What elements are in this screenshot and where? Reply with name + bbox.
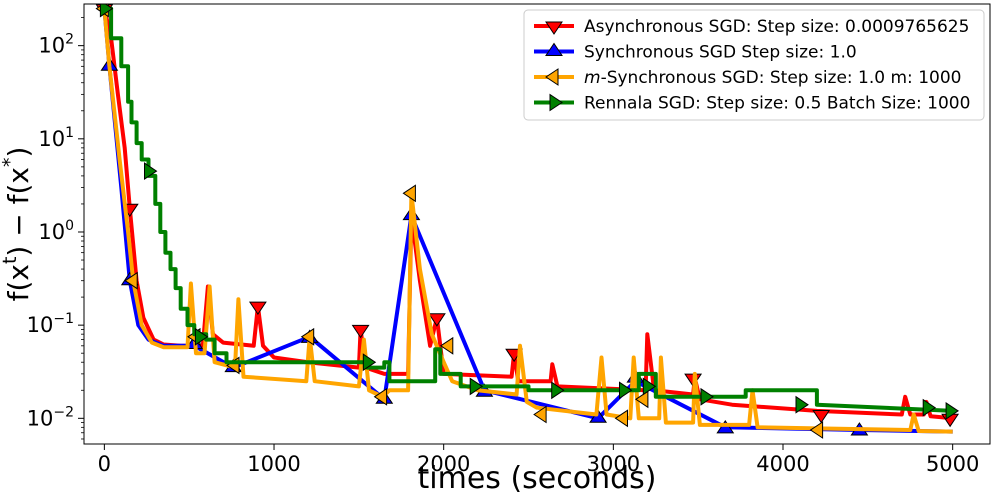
x-tick-label: 3000 bbox=[587, 452, 640, 476]
legend-swatch-marker bbox=[545, 42, 563, 56]
x-tick-label: 2000 bbox=[417, 452, 470, 476]
series-3-marker bbox=[533, 405, 547, 424]
series-1-marker bbox=[427, 313, 446, 327]
legend-label: Asynchronous SGD: Step size: 0.000976562… bbox=[584, 17, 969, 37]
y-tick-label: 102 bbox=[38, 32, 74, 58]
series-1-marker bbox=[351, 324, 370, 339]
legend-item: Synchronous SGD Step size: 1.0 bbox=[534, 43, 857, 63]
legend-item: m-Synchronous SGD: Step size: 1.0 m: 100… bbox=[534, 68, 961, 88]
y-axis-title: f(xt) − f(x*) bbox=[0, 147, 35, 302]
series-4-marker bbox=[362, 353, 377, 372]
legend-box bbox=[523, 9, 985, 121]
series-3 bbox=[95, 4, 953, 439]
series-3-marker bbox=[614, 409, 628, 428]
series-1-marker bbox=[248, 301, 267, 316]
legend-swatch-marker bbox=[545, 68, 559, 86]
x-tick-label: 4000 bbox=[756, 452, 809, 476]
series-4-marker bbox=[99, 4, 114, 18]
series-4-line bbox=[104, 6, 953, 413]
legend-label: Synchronous SGD Step size: 1.0 bbox=[584, 43, 857, 63]
series-3-marker bbox=[402, 184, 416, 203]
series-1-marker bbox=[812, 410, 831, 424]
series-4-marker bbox=[922, 398, 937, 417]
series-3-marker bbox=[439, 336, 454, 355]
axes-frame bbox=[83, 3, 991, 445]
x-tick-label: 5000 bbox=[926, 452, 979, 476]
series-4-marker bbox=[642, 377, 657, 396]
legend-label: m-Synchronous SGD: Step size: 1.0 m: 100… bbox=[584, 68, 961, 88]
series-4 bbox=[99, 4, 960, 420]
legend-label: Rennala SGD: Step size: 0.5 Batch Size: … bbox=[584, 94, 970, 114]
series-3-marker bbox=[373, 387, 388, 406]
y-tick-label: 101 bbox=[38, 125, 74, 151]
series-4-marker bbox=[700, 387, 714, 406]
series-3-marker bbox=[124, 271, 138, 290]
legend-swatch-marker bbox=[549, 93, 563, 112]
series-3-marker bbox=[634, 390, 649, 409]
y-tick-label: 100 bbox=[38, 218, 74, 244]
series-4-marker bbox=[795, 395, 809, 414]
series-4-marker bbox=[551, 381, 565, 400]
y-tick-label: 10−2 bbox=[27, 404, 74, 430]
x-tick-label: 1000 bbox=[247, 452, 300, 476]
series-3-marker bbox=[809, 421, 824, 439]
legend-item: Rennala SGD: Step size: 0.5 Batch Size: … bbox=[534, 94, 970, 114]
series-4-marker bbox=[469, 377, 484, 396]
y-axis: 10−2 10−1 100 101 102 bbox=[27, 17, 84, 440]
series-2-marker bbox=[589, 409, 608, 423]
series-3-marker bbox=[300, 327, 315, 346]
legend-swatch-marker bbox=[545, 21, 563, 35]
series-4-marker bbox=[144, 162, 158, 181]
y-tick-label: 10−1 bbox=[27, 311, 74, 337]
series-3-line bbox=[102, 8, 953, 434]
plot-area bbox=[95, 4, 960, 439]
series-4-marker bbox=[194, 327, 209, 346]
legend: Asynchronous SGD: Step size: 0.000976562… bbox=[523, 9, 985, 121]
x-tick-label: 0 bbox=[98, 452, 111, 476]
x-axis: 0 1000 2000 3000 4000 5000 bbox=[98, 444, 979, 476]
series-4-marker bbox=[945, 401, 960, 420]
x-axis-title: times (seconds) bbox=[418, 461, 657, 496]
legend-item: Asynchronous SGD: Step size: 0.000976562… bbox=[534, 17, 969, 37]
series-4-marker bbox=[619, 381, 633, 400]
